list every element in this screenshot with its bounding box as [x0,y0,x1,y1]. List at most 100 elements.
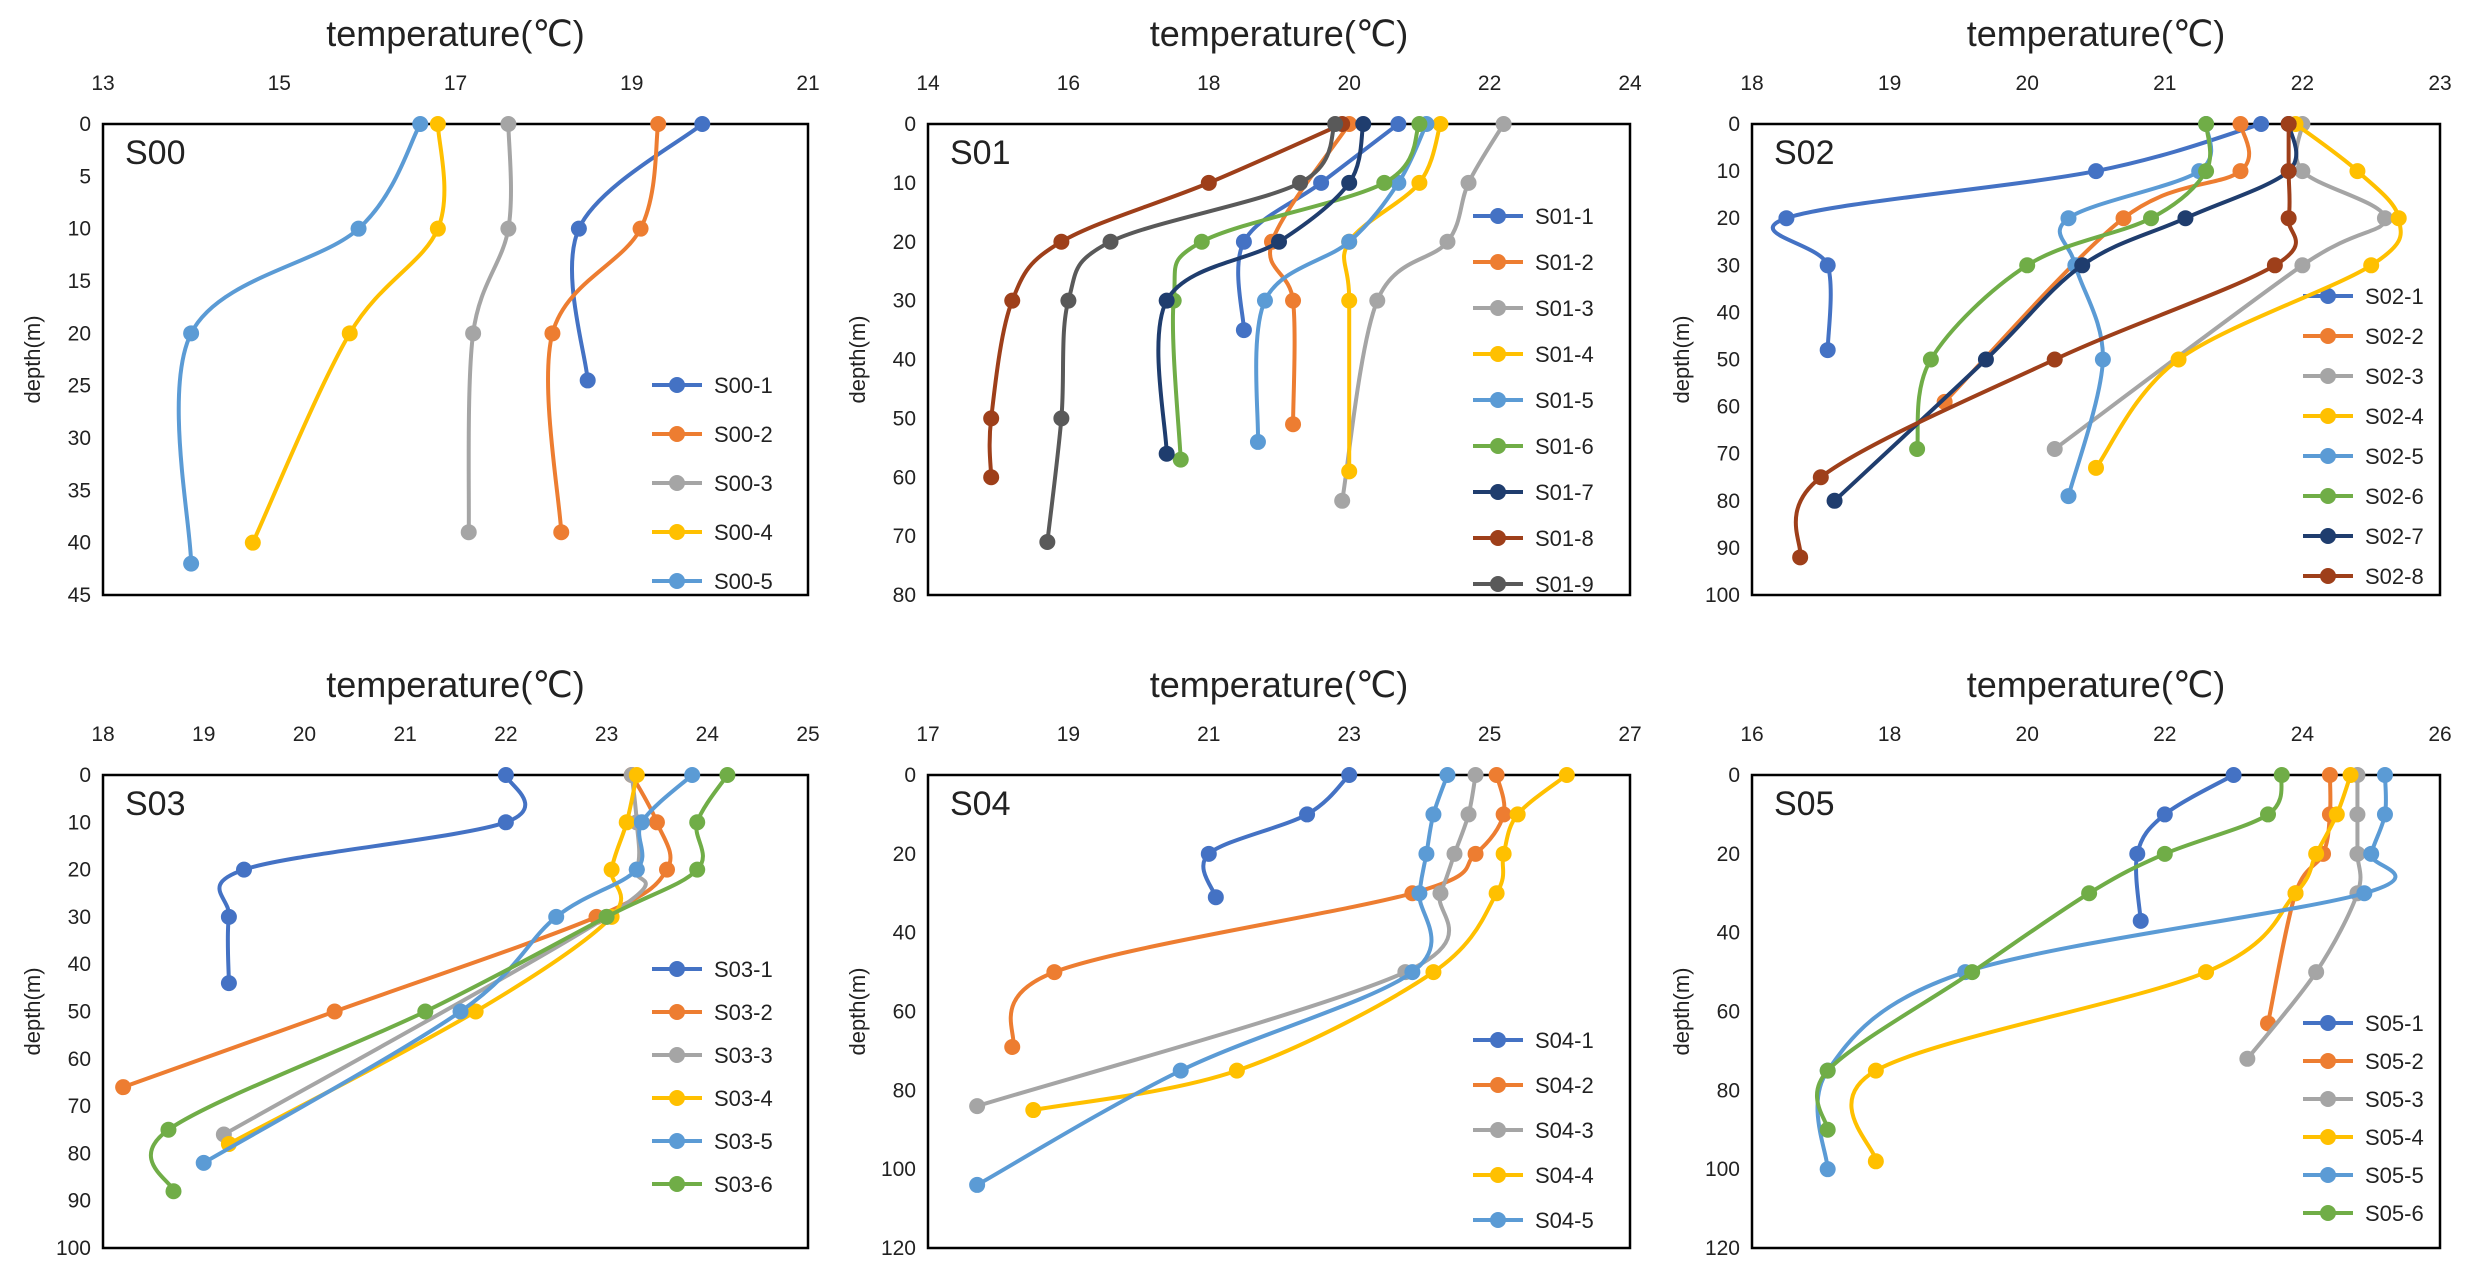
legend-swatch-marker [2320,1129,2336,1145]
legend-swatch-marker [1490,438,1506,454]
data-point-s02-2 [2232,163,2249,180]
data-point-s04-5 [1404,964,1421,981]
legend-swatch-marker [669,524,685,540]
data-point-s00-5 [412,116,429,132]
series-line-s03-1 [217,774,528,984]
data-point-s02-8 [2046,351,2063,368]
data-point-s03-1 [236,861,252,878]
data-point-s03-2 [326,1003,343,1020]
data-point-s05-2 [2321,767,2338,783]
data-point-s04-3 [1446,845,1463,862]
data-point-s04-3 [1460,806,1477,823]
data-point-s03-6 [160,1121,177,1138]
data-point-s00-5 [350,220,367,237]
data-point-s05-1 [2225,767,2242,783]
chart-title: temperature(℃) [1967,13,2226,54]
data-point-s01-1 [1390,116,1407,132]
legend-swatch-marker [1490,208,1506,224]
y-tick-label: 90 [68,1190,91,1213]
legend-swatch-marker [669,1176,685,1192]
data-point-s03-5 [633,814,650,831]
legend-swatch-marker [1490,530,1506,546]
data-point-s04-4 [1025,1102,1042,1119]
y-axis-label: depth(m) [845,315,870,403]
x-tick-label: 20 [2016,723,2039,746]
x-tick-label: 21 [393,723,416,746]
y-tick-label: 100 [56,1237,91,1260]
data-point-s03-6 [417,1003,434,1020]
data-point-s02-6 [1922,351,1939,368]
data-point-s04-2 [1046,964,1063,981]
data-point-s03-4 [603,861,620,878]
data-point-s05-4 [2342,767,2359,783]
series-line-s04-4 [1032,773,1569,1113]
y-tick-label: 100 [1705,1158,1740,1181]
x-tick-label: 16 [1740,723,1763,746]
y-tick-label: 30 [68,906,91,929]
data-point-s00-4 [429,220,446,237]
data-point-s02-3 [2046,440,2063,457]
data-point-s01-4 [1411,174,1428,191]
data-point-s03-6 [689,814,706,831]
y-tick-label: 10 [893,172,916,195]
data-point-s00-2 [553,524,570,541]
x-tick-label: 19 [620,72,643,95]
data-point-s05-6 [2273,767,2290,783]
data-point-s00-1 [570,220,587,237]
data-point-s01-9 [1102,233,1119,250]
y-tick-label: 20 [893,231,916,254]
legend-label: S00-4 [714,520,773,545]
y-axis-label: depth(m) [845,967,870,1055]
data-point-s01-5 [1341,233,1358,250]
data-point-s04-4 [1228,1062,1245,1079]
data-point-s03-1 [497,814,514,831]
legend-label: S02-7 [2365,524,2424,549]
x-tick-label: 17 [916,723,939,746]
data-point-s01-9 [1060,292,1077,309]
x-tick-label: 20 [293,723,316,746]
data-point-s04-5 [1172,1062,1189,1079]
data-point-s02-8 [1812,469,1829,486]
legend-swatch-marker [2320,1015,2336,1031]
legend-swatch-marker [2320,1053,2336,1069]
data-point-s04-4 [1425,964,1442,981]
legend-swatch-marker [669,426,685,442]
legend-label: S01-3 [1535,296,1594,321]
data-point-s02-3 [2294,163,2311,180]
data-point-s01-3 [1460,174,1477,191]
data-point-s04-1 [1299,806,1316,823]
series-line-s04-1 [1201,773,1351,898]
data-point-s02-6 [2198,116,2215,132]
legend-swatch-marker [1490,346,1506,362]
legend-label: S00-1 [714,373,773,398]
x-tick-label: 24 [2291,723,2315,746]
y-tick-label: 60 [893,1001,916,1024]
legend-label: S05-2 [2365,1049,2424,1074]
data-point-s02-3 [2376,210,2393,227]
y-tick-label: 40 [1717,922,1740,945]
y-tick-label: 40 [893,349,916,372]
x-tick-label: 21 [796,72,819,95]
data-point-s02-7 [2074,257,2091,274]
data-point-s01-5 [1256,292,1273,309]
x-tick-label: 17 [444,72,467,95]
data-point-s05-4 [2287,885,2304,902]
data-point-s01-6 [1193,233,1210,250]
data-point-s03-2 [648,814,665,831]
legend-label: S04-3 [1535,1118,1594,1143]
data-point-s05-3 [2308,964,2325,981]
x-tick-label: 22 [2153,723,2176,746]
y-tick-label: 30 [893,290,916,313]
chart-panel-s03: temperature(℃) 18 19 20 21 22 23 24 25 0 10 20 30 40 5… [20,664,820,1260]
data-point-s01-8 [1053,233,1070,250]
x-tick-label: 24 [1618,72,1642,95]
series-line-s00-3 [466,123,513,533]
y-axis-label: depth(m) [1669,967,1694,1055]
data-point-s05-1 [2129,845,2146,862]
y-tick-label: 50 [893,407,916,430]
data-point-s00-2 [632,220,649,237]
legend-label: S05-3 [2365,1087,2424,1112]
x-tick-label: 27 [1618,723,1641,746]
legend-swatch-marker [669,1047,685,1063]
plot-frame [926,773,1632,1250]
